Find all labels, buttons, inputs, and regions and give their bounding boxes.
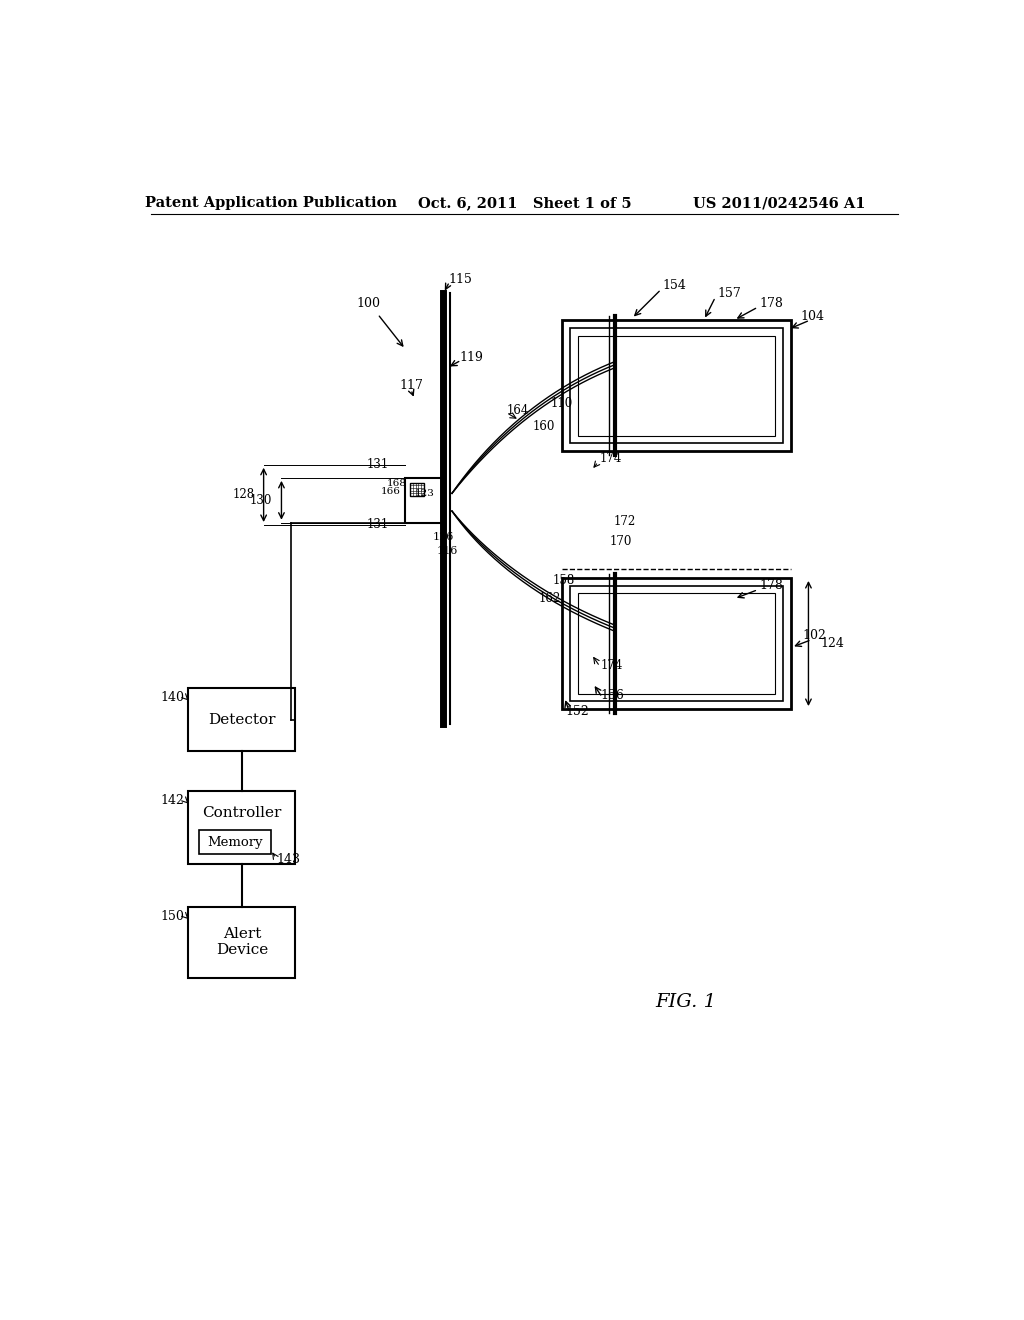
Bar <box>200 830 270 854</box>
Text: 142: 142 <box>161 795 184 807</box>
Text: 131: 131 <box>367 458 389 471</box>
Bar <box>406 478 442 523</box>
Text: 174: 174 <box>601 659 624 672</box>
Text: 157: 157 <box>717 286 740 300</box>
Text: 164: 164 <box>506 404 528 417</box>
Text: 172: 172 <box>613 515 636 528</box>
Text: 124: 124 <box>820 638 844 649</box>
Bar <box>188 688 295 751</box>
Text: US 2011/0242546 A1: US 2011/0242546 A1 <box>693 197 865 210</box>
Text: 128: 128 <box>232 488 254 502</box>
Text: 140: 140 <box>161 690 184 704</box>
Text: 170: 170 <box>610 536 633 548</box>
Text: 110: 110 <box>550 397 572 409</box>
Bar <box>562 578 791 709</box>
Text: 178: 178 <box>760 297 783 310</box>
Text: 131: 131 <box>367 519 389 532</box>
Text: 143: 143 <box>276 853 301 866</box>
Text: 162: 162 <box>539 593 561 606</box>
Text: 158: 158 <box>553 574 574 587</box>
Text: 178: 178 <box>760 579 783 593</box>
Text: 119: 119 <box>460 351 483 363</box>
Text: 115: 115 <box>449 273 472 286</box>
Text: 174: 174 <box>599 453 622 465</box>
Text: 130: 130 <box>250 494 272 507</box>
Text: 156: 156 <box>601 689 625 702</box>
Text: Memory: Memory <box>207 836 263 849</box>
Text: 154: 154 <box>663 279 687 292</box>
Bar <box>569 586 783 701</box>
Text: 126: 126 <box>432 532 454 543</box>
Text: Controller: Controller <box>202 807 282 820</box>
Text: 152: 152 <box>566 705 590 718</box>
Text: 116: 116 <box>436 546 458 556</box>
Bar <box>188 907 295 978</box>
Text: Patent Application Publication: Patent Application Publication <box>145 197 397 210</box>
Text: Oct. 6, 2011   Sheet 1 of 5: Oct. 6, 2011 Sheet 1 of 5 <box>418 197 632 210</box>
Text: 160: 160 <box>532 420 555 433</box>
Text: 100: 100 <box>356 297 381 310</box>
Bar <box>578 594 775 693</box>
Bar <box>569 327 783 444</box>
Bar <box>578 335 775 436</box>
Text: Detector: Detector <box>208 713 275 727</box>
Text: 166: 166 <box>381 487 400 495</box>
Bar <box>562 321 791 451</box>
Text: 102: 102 <box>802 630 826 643</box>
Text: Alert
Device: Alert Device <box>216 927 268 957</box>
Text: 104: 104 <box>801 310 824 323</box>
Text: FIG. 1: FIG. 1 <box>655 993 717 1011</box>
Text: 168: 168 <box>387 479 407 488</box>
Text: 150: 150 <box>161 909 184 923</box>
Bar <box>410 483 424 496</box>
Text: 123: 123 <box>415 488 434 498</box>
Bar <box>188 792 295 865</box>
Text: 117: 117 <box>399 379 423 392</box>
